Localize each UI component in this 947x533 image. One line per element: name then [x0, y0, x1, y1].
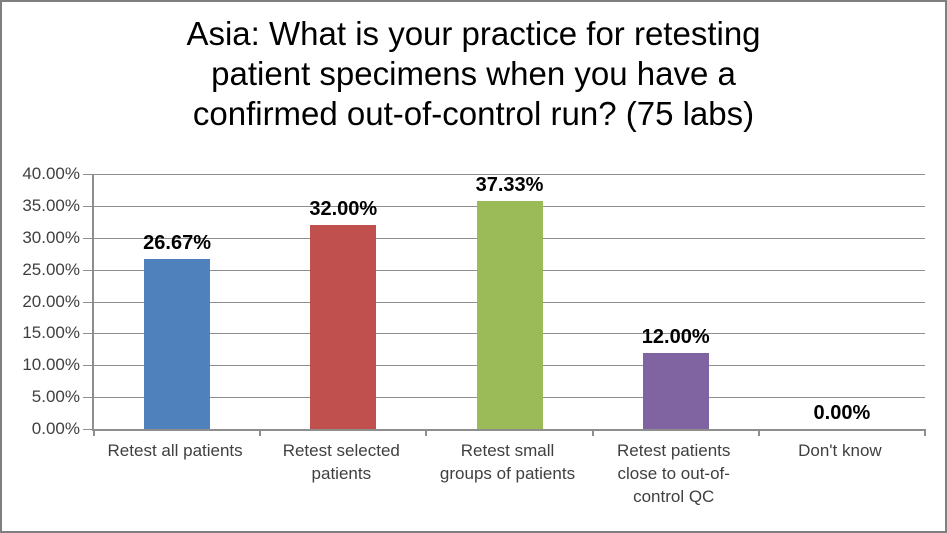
- bar-value-label: 37.33%: [475, 174, 544, 196]
- y-tick-label: 30.00%: [22, 227, 80, 247]
- y-tick-label: 0.00%: [31, 419, 80, 438]
- x-axis-tick: [757, 429, 760, 436]
- bar-value-label: 0.00%: [813, 402, 871, 424]
- plot-area: 26.67% 32.00% 37.33% 12.00% 0.00%: [83, 174, 926, 436]
- x-axis-category-labels: Retest all patients Retest selected pati…: [92, 439, 923, 508]
- bar-retest-small-groups: [476, 201, 543, 429]
- x-category-label: Retest small groups of patients: [424, 439, 590, 508]
- y-tick-label: 25.00%: [22, 259, 80, 279]
- bar-slot: 12.00%: [593, 174, 759, 429]
- x-label-line: groups of patients: [439, 464, 576, 483]
- bar-slot: 37.33%: [426, 174, 592, 429]
- x-label-line: Don't know: [798, 441, 882, 460]
- x-axis-tick: [93, 429, 95, 436]
- x-axis-tick: [425, 429, 428, 436]
- y-axis-tick: [83, 365, 92, 367]
- gridline: [94, 174, 925, 175]
- x-label-line: control QC: [633, 487, 715, 506]
- bar-value-label: 26.67%: [143, 231, 212, 254]
- bar-value-label: 32.00%: [309, 198, 378, 220]
- x-axis-tick: [924, 429, 926, 436]
- y-tick-label: 10.00%: [22, 355, 80, 375]
- bar-retest-selected-patients: [310, 225, 377, 429]
- x-label-line: Retest all patients: [107, 441, 243, 460]
- y-axis-tick: [83, 333, 92, 335]
- x-label-line: Retest patients: [617, 441, 731, 460]
- y-axis-tick: [83, 397, 92, 399]
- y-tick-label: 15.00%: [22, 323, 80, 343]
- x-axis-tick: [591, 429, 594, 436]
- y-axis-tick: [83, 301, 92, 303]
- y-axis-tick: [83, 237, 92, 239]
- bar-slot: 32.00%: [260, 174, 426, 429]
- y-axis-tick: [83, 269, 92, 271]
- y-axis-tick: [83, 174, 92, 175]
- x-label-line: Retest selected: [282, 441, 400, 460]
- x-label-line: close to out-of-: [617, 464, 730, 483]
- bar-retest-all-patients: [144, 258, 211, 429]
- bar-value-label: 12.00%: [641, 325, 710, 348]
- y-axis-tick: [83, 205, 92, 207]
- y-tick-label: 20.00%: [22, 291, 80, 311]
- bar-retest-close-to-qc: [642, 352, 709, 429]
- x-category-label: Retest all patients: [92, 439, 258, 508]
- x-category-label: Retest selected patients: [258, 439, 424, 508]
- y-axis-tick: [83, 429, 92, 430]
- y-tick-label: 35.00%: [22, 195, 80, 215]
- y-tick-label: 5.00%: [31, 387, 80, 407]
- chart-title-line: confirmed out-of-control run? (75 labs): [192, 95, 755, 132]
- x-category-label: Retest patients close to out-of- control…: [591, 439, 757, 508]
- chart-title: Asia: What is your practice for retestin…: [2, 14, 945, 134]
- x-category-label: Don't know: [757, 439, 923, 508]
- x-label-line: Retest small: [460, 441, 555, 460]
- x-axis-tick: [259, 429, 262, 436]
- y-tick-label: 40.00%: [22, 164, 80, 183]
- y-axis-tick-labels: 40.00% 35.00% 30.00% 25.00% 20.00% 15.00…: [2, 164, 80, 438]
- chart-title-line: patient specimens when you have a: [211, 55, 736, 92]
- bar-slot: 0.00%: [759, 174, 925, 429]
- bar-series: 26.67% 32.00% 37.33% 12.00% 0.00%: [94, 174, 925, 429]
- chart-title-line: Asia: What is your practice for retestin…: [186, 15, 761, 52]
- x-label-line: patients: [311, 464, 372, 483]
- bar-slot: 26.67%: [94, 174, 260, 429]
